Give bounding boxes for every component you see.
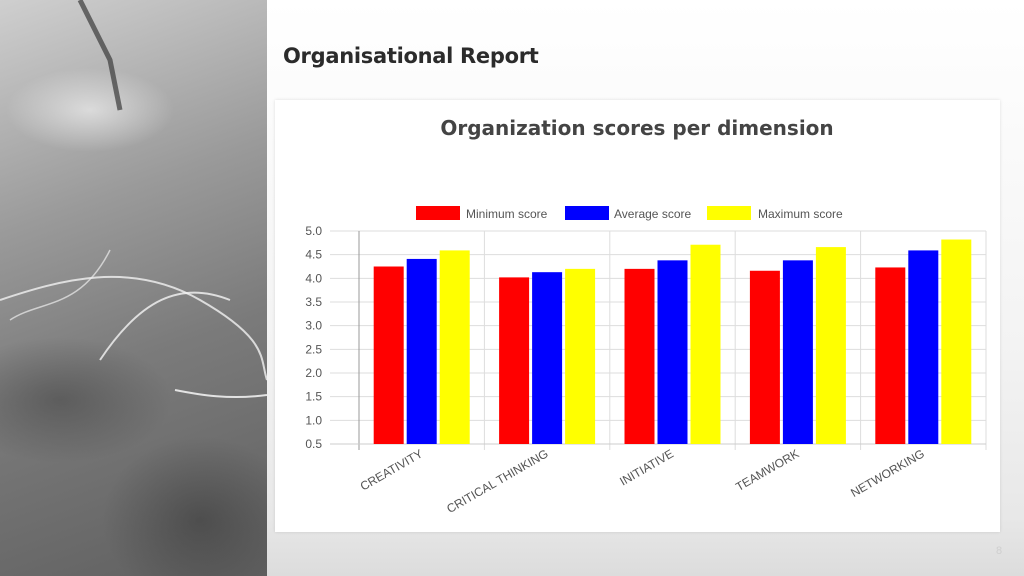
bar-average-score bbox=[908, 250, 939, 444]
bar-minimum-score bbox=[749, 270, 780, 444]
bar-minimum-score bbox=[875, 267, 906, 444]
bar-minimum-score bbox=[624, 268, 655, 444]
y-tick-label: 1.0 bbox=[305, 413, 322, 427]
bar-average-score bbox=[657, 260, 688, 444]
x-tick-label: TEAMWORK bbox=[733, 446, 801, 493]
bar-maximum-score bbox=[439, 250, 470, 444]
bar-maximum-score bbox=[815, 247, 846, 444]
y-tick-label: 3.0 bbox=[305, 319, 322, 333]
bar-average-score bbox=[532, 272, 563, 444]
y-tick-label: 0.5 bbox=[305, 437, 322, 451]
page-number: 8 bbox=[996, 545, 1003, 557]
bar-minimum-score bbox=[373, 266, 404, 444]
bar-average-score bbox=[782, 260, 813, 444]
legend-swatch bbox=[416, 206, 460, 220]
x-tick-label: CREATIVITY bbox=[358, 446, 425, 493]
bar-average-score bbox=[406, 258, 437, 444]
background-photo bbox=[0, 0, 267, 576]
x-tick-label: NETWORKING bbox=[848, 446, 927, 499]
x-tick-label: INITIATIVE bbox=[617, 446, 676, 488]
legend-label: Minimum score bbox=[466, 207, 548, 221]
y-tick-label: 4.0 bbox=[305, 271, 322, 285]
y-tick-label: 4.5 bbox=[305, 248, 322, 262]
y-tick-label: 2.5 bbox=[305, 342, 322, 356]
legend-label: Maximum score bbox=[758, 207, 843, 221]
bar-minimum-score bbox=[499, 277, 530, 444]
legend-swatch bbox=[565, 206, 609, 220]
chart-title: Organization scores per dimension bbox=[440, 116, 834, 140]
legend-label: Average score bbox=[614, 207, 691, 221]
bar-maximum-score bbox=[941, 239, 972, 444]
y-tick-label: 3.5 bbox=[305, 295, 322, 309]
legend-swatch bbox=[707, 206, 751, 220]
slide-title: Organisational Report bbox=[283, 44, 539, 68]
y-tick-label: 5.0 bbox=[305, 224, 322, 238]
x-tick-label: CRITICAL THINKING bbox=[444, 446, 550, 515]
y-tick-label: 1.5 bbox=[305, 390, 322, 404]
bar-maximum-score bbox=[565, 268, 596, 444]
y-tick-label: 2.0 bbox=[305, 366, 322, 380]
bar-maximum-score bbox=[690, 244, 721, 444]
